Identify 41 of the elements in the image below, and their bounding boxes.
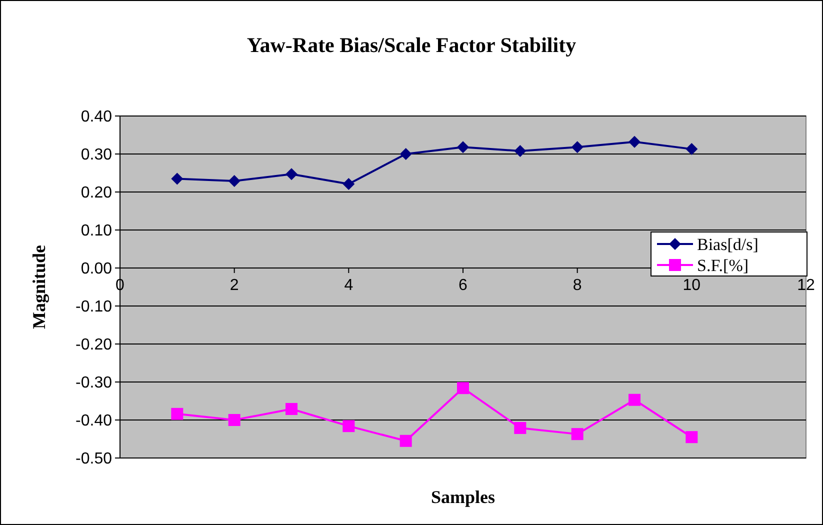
y-tick-label: 0.40: [80, 108, 112, 126]
y-tick-label: -0.40: [76, 412, 112, 430]
y-tick-label: -0.30: [76, 374, 112, 392]
point: [514, 422, 526, 434]
x-tick-label: 4: [344, 277, 354, 294]
point: [457, 141, 469, 154]
point: [228, 174, 240, 187]
y-tick-label: -0.20: [76, 336, 112, 354]
point: [628, 394, 640, 406]
point: [400, 148, 412, 160]
x-tick-label: 6: [458, 277, 468, 294]
y-tick-label: 0.10: [80, 222, 112, 240]
y-tick-label: 0.30: [80, 146, 112, 164]
point: [686, 431, 698, 444]
point: [342, 178, 355, 190]
legend-label: S.F.[%]: [697, 256, 749, 275]
x-axis-title: Samples: [430, 487, 496, 507]
point: [571, 141, 584, 154]
point: [228, 414, 240, 426]
y-tick-label: 0.00: [80, 260, 112, 278]
point: [514, 144, 526, 157]
x-tick-label: 12: [797, 277, 815, 294]
x-tick-label: 2: [230, 277, 239, 294]
point: [400, 434, 412, 447]
x-tick-label: 10: [682, 277, 701, 294]
y-tick-label: -0.10: [76, 298, 112, 316]
y-tick-label: -0.50: [76, 450, 112, 468]
point: [286, 168, 298, 180]
x-tick-label: 8: [572, 277, 582, 294]
chart-title: Yaw-Rate Bias/Scale Factor Stability: [246, 33, 577, 57]
point: [571, 428, 584, 440]
point: [686, 143, 698, 156]
point: [286, 402, 298, 415]
point: [342, 420, 355, 432]
point: [628, 136, 640, 148]
y-tick-label: 0.20: [80, 184, 112, 202]
point: [171, 172, 184, 185]
point: [171, 408, 184, 420]
y-axis-title: Magnitude: [29, 244, 49, 330]
point: [457, 382, 469, 394]
legend-label: Bias[d/s]: [697, 234, 758, 254]
